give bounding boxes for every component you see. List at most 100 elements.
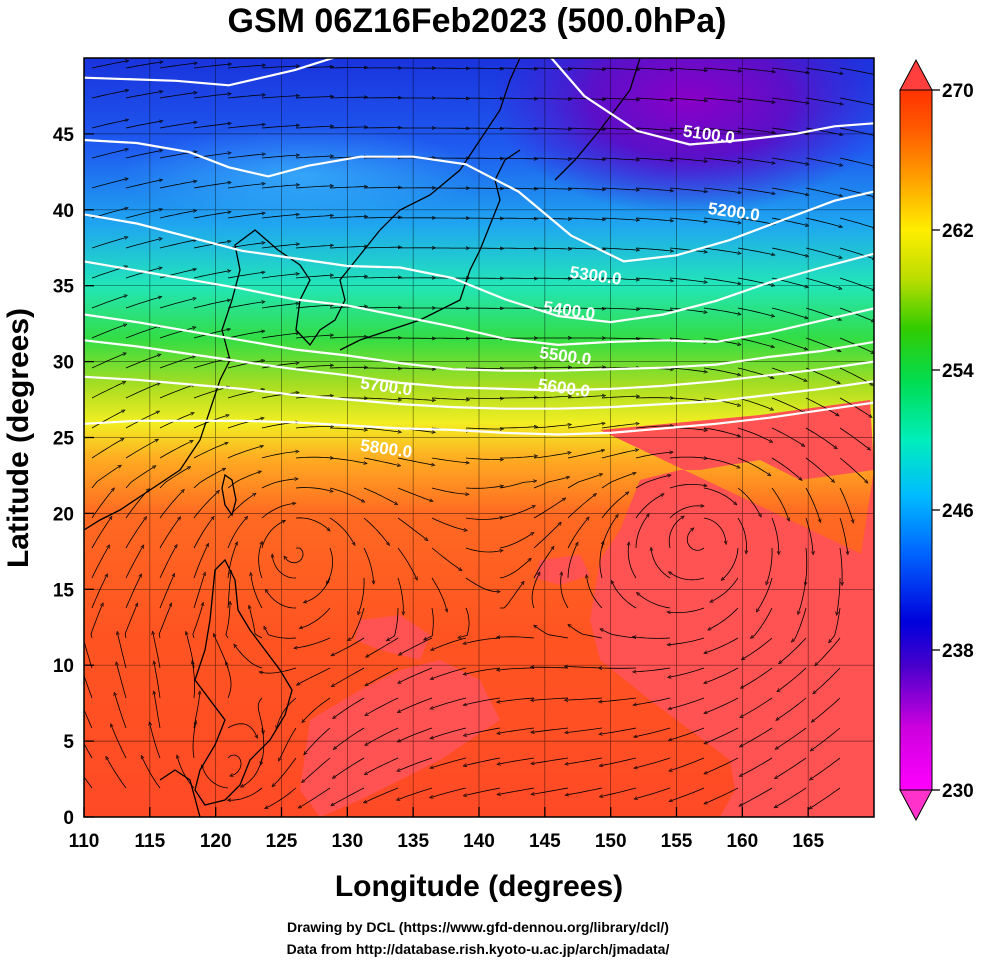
streamline <box>227 184 264 189</box>
streamline <box>703 217 740 223</box>
streamline <box>227 472 260 489</box>
y-axis-ticks: 0 5 10 15 20 25 30 35 40 45 <box>53 125 94 829</box>
streamline <box>703 157 740 162</box>
streamline <box>193 574 205 609</box>
x-tick-label: 130 <box>331 831 363 852</box>
y-tick-label: 20 <box>53 504 74 525</box>
streamline <box>737 427 771 442</box>
streamline <box>159 385 194 399</box>
streamline <box>366 697 399 715</box>
streamline <box>117 663 127 699</box>
streamline <box>737 97 774 102</box>
streamline <box>84 634 93 669</box>
streamline <box>296 637 331 648</box>
streamline <box>839 397 871 417</box>
colorbar-ticks: 230 238 246 254 262 270 <box>932 81 974 802</box>
streamline <box>601 757 637 766</box>
streamline <box>335 727 365 749</box>
streamline <box>651 549 671 579</box>
streamline <box>295 156 332 159</box>
streamline <box>295 365 332 369</box>
streamline <box>602 338 638 339</box>
streamline <box>261 727 265 764</box>
streamline <box>242 757 263 786</box>
streamline <box>327 547 333 583</box>
streamline <box>397 487 432 501</box>
streamline <box>777 697 807 720</box>
streamline <box>227 124 264 129</box>
streamline <box>431 517 466 530</box>
streamline <box>499 506 534 519</box>
streamline <box>261 185 298 189</box>
streamline <box>771 427 803 446</box>
streamline <box>367 637 399 656</box>
streamline <box>305 577 331 602</box>
streamline <box>705 637 739 653</box>
streamline <box>811 757 841 779</box>
streamline <box>669 367 706 372</box>
streamline <box>703 247 740 253</box>
streamline <box>567 187 604 190</box>
streamline <box>601 247 638 250</box>
streamline <box>499 128 536 129</box>
streamline <box>703 367 739 375</box>
streamline <box>567 450 603 459</box>
streamline <box>399 667 433 683</box>
streamline <box>635 307 672 311</box>
streamline <box>465 577 499 592</box>
streamline <box>229 787 263 800</box>
streamline <box>812 727 841 750</box>
streamline <box>465 518 502 520</box>
streamline <box>202 766 229 789</box>
streamline <box>193 329 229 339</box>
streamline <box>839 427 869 449</box>
x-tick-label: 165 <box>792 831 824 852</box>
streamline <box>839 307 874 321</box>
streamline <box>636 787 671 799</box>
streamline <box>839 217 874 228</box>
warm-pool-center <box>300 660 500 817</box>
streamline <box>669 127 706 131</box>
y-tick-label: 30 <box>53 353 74 374</box>
streamline <box>192 662 195 699</box>
contour-line <box>84 58 337 87</box>
streamline <box>261 244 298 249</box>
streamline <box>805 67 842 74</box>
streamline <box>567 68 604 69</box>
streamline <box>91 61 127 69</box>
streamline <box>805 187 841 196</box>
streamline <box>635 67 672 70</box>
streamline <box>567 757 603 764</box>
streamline <box>498 637 535 638</box>
streamline <box>177 757 195 789</box>
streamline <box>363 547 374 583</box>
streamline <box>601 424 638 429</box>
streamline <box>91 237 126 249</box>
streamline <box>295 186 332 189</box>
y-tick-label: 45 <box>53 125 75 146</box>
streamline <box>499 481 535 489</box>
streamline <box>193 387 228 399</box>
streamline <box>561 573 569 609</box>
y-tick-label: 5 <box>63 732 74 753</box>
streamline <box>397 368 434 369</box>
streamline <box>363 487 396 504</box>
streamline <box>432 637 467 650</box>
streamline <box>670 727 705 740</box>
streamline <box>771 487 789 520</box>
streamline <box>91 489 113 519</box>
x-tick-label: 145 <box>529 831 561 852</box>
streamline <box>465 637 501 644</box>
streamline <box>635 97 672 100</box>
streamline <box>703 187 740 193</box>
streamline <box>533 68 570 69</box>
streamline <box>635 277 672 281</box>
streamline <box>533 278 570 279</box>
streamline <box>705 757 739 773</box>
streamline <box>466 248 502 249</box>
streamline <box>227 361 263 369</box>
streamline <box>635 697 671 705</box>
streamline <box>669 67 706 71</box>
streamline <box>193 241 229 249</box>
streamline <box>601 157 638 160</box>
